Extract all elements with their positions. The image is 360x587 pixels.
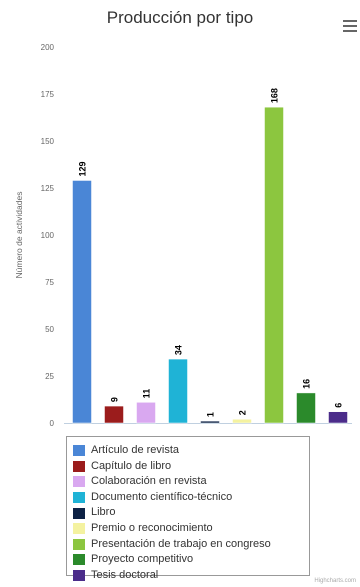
data-label: 2 — [238, 410, 248, 415]
bar — [72, 180, 92, 424]
bar — [296, 392, 316, 424]
bar — [136, 402, 156, 424]
chart-area: 0 25 50 75 100 125 150 175 200 Número de activida… — [14, 43, 352, 428]
bar — [328, 411, 348, 424]
legend-label: Premio o reconocimiento — [91, 521, 213, 534]
legend-label: Colaboración en revista — [91, 475, 207, 488]
legend-item[interactable]: Premio o reconocimiento — [73, 521, 309, 537]
y-tick-label: 100 — [41, 231, 55, 240]
y-tick-label: 200 — [41, 43, 55, 52]
data-label: 16 — [302, 379, 312, 389]
legend-swatch — [73, 523, 85, 535]
legend-swatch — [73, 460, 85, 472]
legend-label: Documento científico-técnico — [91, 490, 233, 503]
y-tick-label: 75 — [45, 278, 54, 287]
legend-swatch — [73, 492, 85, 504]
y-tick-label: 25 — [45, 372, 54, 381]
y-tick-label: 50 — [45, 325, 54, 334]
bar — [264, 106, 284, 424]
bar — [232, 418, 252, 424]
legend-item[interactable]: Proyecto competitivo — [73, 552, 309, 568]
legend-label: Libro — [91, 506, 116, 519]
bar — [104, 405, 124, 424]
chart-legend: Artículo de revista Capítulo de libro Cola… — [66, 436, 310, 582]
data-label: 1 — [206, 412, 216, 417]
legend-label: Artículo de revista — [91, 444, 180, 456]
data-label: 6 — [334, 403, 344, 408]
chart-title: Producción por tipo — [106, 8, 254, 27]
legend-label: Presentación de trabajo en congreso — [91, 537, 271, 550]
bar — [168, 358, 188, 424]
y-tick-label: 125 — [41, 184, 55, 193]
legend-swatch — [73, 507, 85, 519]
legend-item[interactable]: Documento científico-técnico — [73, 490, 309, 506]
legend-item[interactable]: Libro — [73, 505, 309, 521]
y-tick-label: 150 — [41, 137, 55, 146]
y-axis-title: Número de actividades — [14, 192, 24, 279]
bar — [200, 420, 220, 424]
hamburger-menu-icon[interactable] — [343, 20, 357, 32]
legend-swatch — [73, 538, 85, 550]
legend-swatch — [73, 554, 85, 566]
legend-item[interactable]: Tesis doctoral — [73, 568, 309, 584]
legend-label: Tesis doctoral — [91, 568, 159, 581]
data-label: 34 — [174, 345, 184, 355]
data-label: 129 — [78, 161, 88, 176]
legend-item[interactable]: Artículo de revista — [73, 443, 309, 459]
legend-swatch — [73, 476, 85, 488]
y-tick-label: 0 — [50, 419, 55, 428]
legend-item[interactable]: Presentación de trabajo en congreso — [73, 537, 309, 553]
legend-swatch — [73, 445, 85, 457]
data-label: 168 — [270, 88, 280, 103]
data-label: 11 — [142, 389, 152, 399]
data-label: 9 — [110, 397, 120, 402]
legend-item[interactable]: Capítulo de libro — [73, 459, 309, 475]
y-tick-label: 175 — [41, 90, 55, 99]
chart-credits[interactable]: Highcharts.com — [314, 578, 356, 584]
legend-label: Capítulo de libro — [91, 459, 172, 472]
legend-swatch — [73, 570, 85, 582]
legend-item[interactable]: Colaboración en revista — [73, 474, 309, 490]
legend-label: Proyecto competitivo — [91, 553, 194, 566]
